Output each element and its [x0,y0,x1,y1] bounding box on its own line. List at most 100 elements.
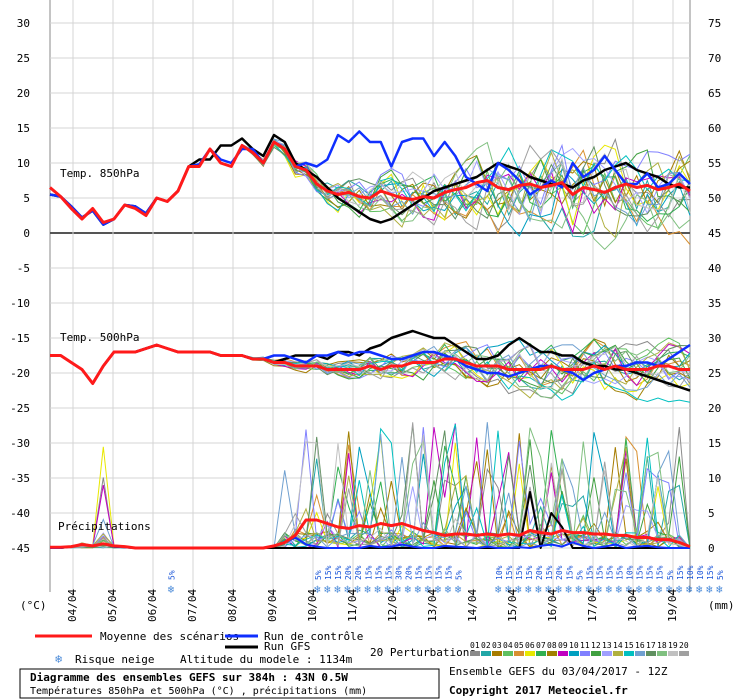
perturbation-code: 05 [514,641,524,650]
snow-pct-label: 15% [656,565,665,580]
snowflake-icon: ❄ [696,583,703,596]
perturbation-code: 03 [492,641,502,650]
snow-pct-label: 5% [455,570,464,580]
perturbation-code: 18 [657,641,667,650]
snow-pct-label: 10% [686,565,695,580]
x-axis-labels: 04/04 05/04 06/04 07/04 08/04 09/04 10/04 11/04… [66,589,679,622]
right-tick-label: 0 [708,542,715,555]
perturbation-swatch [492,651,502,656]
left-tick-label: 25 [17,52,30,65]
snow-pct-label: 15% [706,565,715,580]
snowflake-icon: ❄ [545,583,552,596]
right-tick-label: 40 [708,262,721,275]
snowflake-icon: ❄ [374,583,381,596]
snow-pct-label: 15% [525,565,534,580]
snowflake-icon: ❄ [415,583,422,596]
snowflake-icon: ❄ [505,583,512,596]
snow-pct-label: 10% [696,565,705,580]
snowflake-icon: ❄ [394,583,401,596]
snowflake-icon: ❄ [445,583,452,596]
snow-pct-label: 15% [585,565,594,580]
snow-pct-label: 15% [616,565,625,580]
perturbation-code: 04 [503,641,513,650]
main-series-lines [49,130,691,550]
perturbation-swatch [547,651,557,656]
snow-pct-label: 15% [415,565,424,580]
legend-perturbations-label: 20 Perturbations [370,646,476,659]
snow-pct-label: 15% [505,565,514,580]
perturbation-swatch [668,651,678,656]
snowflake-icon: ❄ [515,583,522,596]
perturbation-code: 07 [536,641,546,650]
perturbation-swatch [602,651,612,656]
perturbation-swatch [657,651,667,656]
t850-label: Temp. 850hPa [60,167,139,180]
right-tick-label: 75 [708,17,721,30]
snowflake-icon: ❄ [646,583,653,596]
perturbation-code: 15 [624,641,634,650]
left-axis-unit: (°C) [20,599,47,612]
snowflake-icon: ❄ [314,583,321,596]
right-axis-unit: (mm) [708,599,735,612]
snowflake-icon: ❄ [585,583,592,596]
perturbation-swatch [525,651,535,656]
snowflake-icon: ❄ [334,583,341,596]
right-tick-label: 70 [708,52,721,65]
x-tick-label: 16/04 [546,589,559,622]
left-tick-label: -20 [10,367,30,380]
snow-pct-label: 15% [646,565,655,580]
snow-pct-label: 15% [384,565,393,580]
snow-pct-label: 5% [168,570,177,580]
perturbation-code: 11 [580,641,590,650]
perturbation-code: 16 [635,641,645,650]
snowflake-icon: ❄ [656,583,663,596]
left-tick-label: 15 [17,122,30,135]
snow-risk-row: 5%❄5%❄15%❄15%❄20%❄20%❄15%❄15%❄15%❄30%❄20… [168,565,725,596]
snow-pct-label: 30% [394,565,403,580]
x-tick-label: 08/04 [226,589,239,622]
right-tick-label: 10 [708,472,721,485]
snowflake-icon: ❄ [626,583,633,596]
snow-pct-label: 10% [495,565,504,580]
snowflake-icon: ❄ [636,583,643,596]
legend-gfs-label: Run GFS [264,640,310,653]
snowflake-icon: ❄ [525,583,532,596]
perturbation-swatch [624,651,634,656]
legend-altitude-label: Altitude du modele : 1134m [180,653,353,666]
snow-pct-label: 10% [626,565,635,580]
snow-pct-label: 15% [676,565,685,580]
left-tick-label: -10 [10,297,30,310]
snow-pct-label: 15% [565,565,574,580]
snowflake-icon: ❄ [686,583,693,596]
snow-pct-label: 15% [636,565,645,580]
run-info: Ensemble GEFS du 03/04/2017 - 12Z [449,665,668,678]
snowflake-icon: ❄ [555,583,562,596]
perturbation-swatch [580,651,590,656]
perturbation-code: 12 [591,641,601,650]
right-tick-label: 50 [708,192,721,205]
perturbation-code: 01 [470,641,480,650]
x-tick-label: 19/04 [666,589,679,622]
precip-label: Précipitations [58,520,151,533]
left-tick-label: 10 [17,157,30,170]
legend-control-label: Run de contrôle [264,630,363,643]
panel-labels: Temp. 850hPa Temp. 500hPa Précipitations [58,167,151,533]
right-tick-label: 15 [708,437,721,450]
snow-pct-label: 20% [344,565,353,580]
left-axis-ticks: 30 25 20 15 10 5 0 -5 -10 -15 -20 -25 -30 -35 -40 -45 [10,17,30,555]
snowflake-icon: ❄ [435,583,442,596]
x-tick-label: 09/04 [266,589,279,622]
snow-pct-label: 20% [354,565,363,580]
perturbation-code: 10 [569,641,579,650]
legend-snow-label: Risque neige [75,653,154,666]
left-tick-label: -30 [10,437,30,450]
snowflake-icon: ❄ [595,583,602,596]
left-tick-label: 0 [23,227,30,240]
left-tick-label: -45 [10,542,30,555]
perturbation-code: 06 [525,641,535,650]
perturbation-swatch [558,651,568,656]
right-tick-label: 5 [708,507,715,520]
snowflake-icon: ❄ [575,583,582,596]
perturbation-swatch [569,651,579,656]
